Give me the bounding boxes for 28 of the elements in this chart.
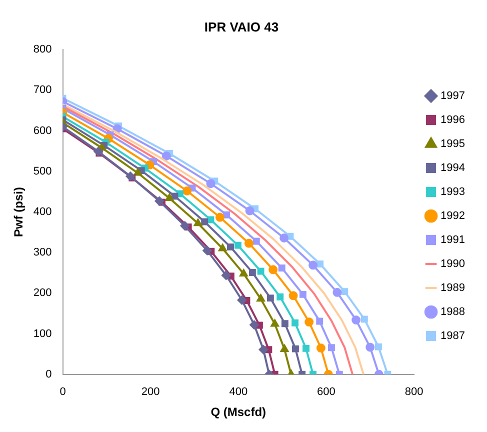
x-axis-title: Q (Mscfd)	[210, 405, 266, 420]
x-tick-label: 600	[317, 386, 336, 398]
legend-label: 1995	[440, 138, 466, 150]
y-tick-label: 400	[33, 206, 52, 218]
legend-label: 1987	[440, 330, 466, 342]
legend-label: 1993	[440, 186, 466, 198]
legend-label: 1996	[440, 114, 466, 126]
y-tick-label: 600	[33, 124, 52, 137]
y-tick-label: 200	[33, 287, 52, 300]
y-tick-label: 800	[33, 44, 52, 56]
y-tick-label: 700	[33, 84, 52, 96]
y-tick-label: 500	[33, 165, 52, 178]
x-tick-label: 400	[229, 386, 248, 398]
legend-label: 1988	[440, 306, 466, 318]
legend-label: 1992	[440, 210, 466, 222]
legend-label: 1997	[440, 90, 466, 102]
x-tick-label: 800	[404, 386, 424, 398]
x-tick-label: 200	[141, 386, 160, 398]
legend-label: 1991	[440, 234, 466, 246]
legend-label: 1990	[440, 258, 466, 270]
x-tick-label: 0	[60, 386, 66, 398]
y-tick-label: 0	[46, 368, 52, 380]
y-tick-label: 300	[33, 246, 52, 259]
legend-label: 1989	[440, 282, 466, 294]
y-tick-label: 100	[33, 328, 52, 340]
y-axis-title: Pwf (psi)	[12, 187, 26, 237]
chart-title: IPR VAIO 43	[204, 19, 279, 34]
legend-label: 1994	[440, 162, 466, 174]
